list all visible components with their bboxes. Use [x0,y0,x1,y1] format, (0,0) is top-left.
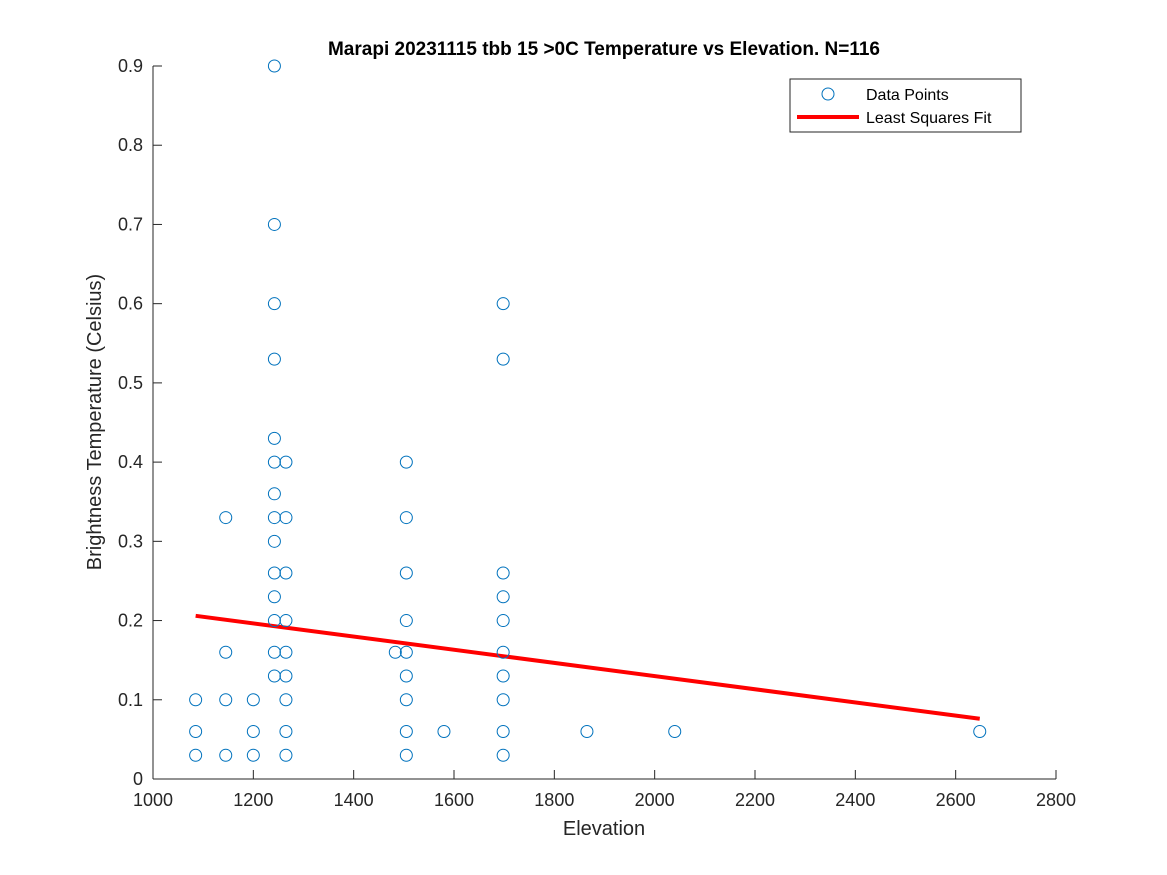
data-point [267,59,281,73]
x-tick-label: 2400 [835,790,875,810]
data-point [496,614,510,628]
y-tick-label: 0.7 [118,214,143,234]
data-points-layer [189,59,987,762]
data-point [279,566,293,580]
data-point [267,590,281,604]
data-point [246,724,260,738]
data-point [399,748,413,762]
data-point [189,748,203,762]
data-point [279,693,293,707]
axes: 1000 1200 1400 1600 1800 2000 2200 2400 2600 2800… [118,56,1076,810]
data-point [279,748,293,762]
legend-label-data-points: Data Points [866,87,949,104]
data-point [267,297,281,311]
data-point [399,645,413,659]
data-point [580,724,594,738]
x-tick-label: 1400 [334,790,374,810]
data-point [399,724,413,738]
data-point [279,724,293,738]
data-point [496,645,510,659]
x-tick-label: 1200 [233,790,273,810]
fit-line-layer [195,613,981,721]
x-tick-label: 2600 [936,790,976,810]
data-point [279,614,293,628]
least-squares-fit-line [195,613,981,721]
y-tick-label: 0.6 [118,294,143,314]
x-tick-label: 2800 [1036,790,1076,810]
data-point [189,693,203,707]
data-point [973,724,987,738]
data-point [399,669,413,683]
data-point [668,724,682,738]
data-point [246,693,260,707]
data-point [399,511,413,525]
data-point [399,693,413,707]
data-point [279,669,293,683]
y-tick-label: 0.8 [118,135,143,155]
data-point [496,297,510,311]
data-point [267,352,281,366]
x-tick-label: 1600 [434,790,474,810]
chart-title: Marapi 20231115 tbb 15 >0C Temperature v… [328,39,880,60]
data-point [437,724,451,738]
data-point [496,693,510,707]
y-tick-label: 0.3 [118,531,143,551]
data-point [279,455,293,469]
y-tick-label: 0.5 [118,373,143,393]
x-axis-label: Elevation [563,818,645,840]
data-point [219,693,233,707]
data-point [399,614,413,628]
data-point [189,724,203,738]
legend-marker-data-points [821,87,835,101]
x-tick-label: 1000 [133,790,173,810]
data-point [496,352,510,366]
data-point [267,431,281,445]
data-point [267,534,281,548]
data-point [279,511,293,525]
data-point [496,724,510,738]
x-tick-label: 2200 [735,790,775,810]
data-point [267,217,281,231]
data-point [246,748,260,762]
data-point [219,511,233,525]
y-tick-label: 0.4 [118,452,143,472]
plot-area [153,66,1056,779]
data-point [496,590,510,604]
y-tick-label: 0 [133,769,143,789]
data-point [219,748,233,762]
legend: Data Points Least Squares Fit [789,78,1022,133]
data-point [399,566,413,580]
data-point [267,487,281,501]
y-tick-label: 0.2 [118,611,143,631]
y-tick-label: 0.1 [118,690,143,710]
data-point [279,645,293,659]
data-point [496,748,510,762]
data-point [496,669,510,683]
data-point [399,455,413,469]
data-point [388,645,402,659]
data-point [219,645,233,659]
x-tick-label: 2000 [635,790,675,810]
legend-label-fit: Least Squares Fit [866,110,992,127]
y-axis-label: Brightness Temperature (Celsius) [84,274,106,570]
data-point [496,566,510,580]
y-tick-label: 0.9 [118,56,143,76]
x-tick-label: 1800 [534,790,574,810]
